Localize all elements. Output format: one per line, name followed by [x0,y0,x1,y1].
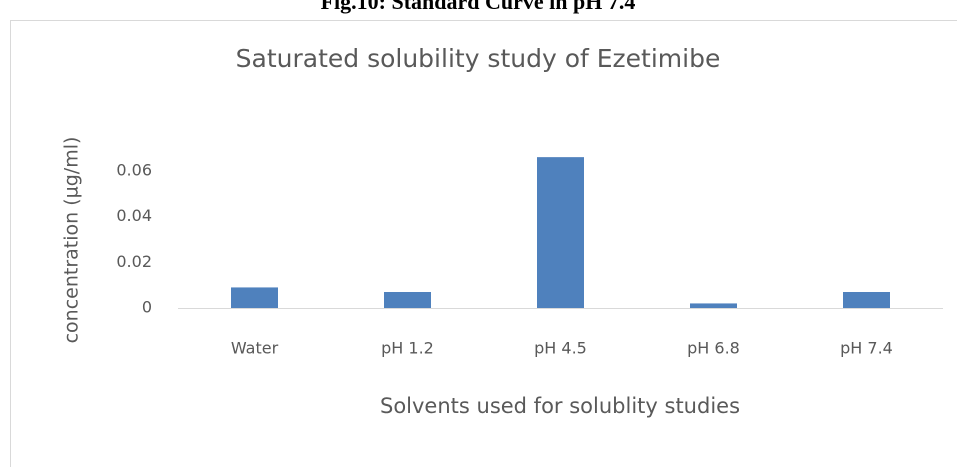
bar [384,292,431,308]
x-axis-label: Solvents used for solublity studies [380,394,740,418]
x-tick-label: pH 1.2 [381,339,434,358]
x-tick-label: pH 7.4 [840,339,893,358]
bar [537,157,584,308]
y-tick-label: 0 [142,298,152,317]
y-axis-label: concentration (µg/ml) [61,137,83,344]
x-tick-label: Water [231,339,279,358]
bar [843,292,890,308]
y-tick-label: 0.06 [116,160,152,179]
x-tick-label: pH 6.8 [687,339,740,358]
chart-title: Saturated solubility study of Ezetimibe [236,44,721,73]
bar [231,287,278,308]
x-tick-label: pH 4.5 [534,339,587,358]
chart-frame [10,20,957,467]
bar [690,303,737,308]
y-tick-label: 0.04 [116,206,152,225]
figure-caption: Fig.10: Standard Curve in pH 7.4 [321,0,636,14]
y-tick-label: 0.02 [116,252,152,271]
